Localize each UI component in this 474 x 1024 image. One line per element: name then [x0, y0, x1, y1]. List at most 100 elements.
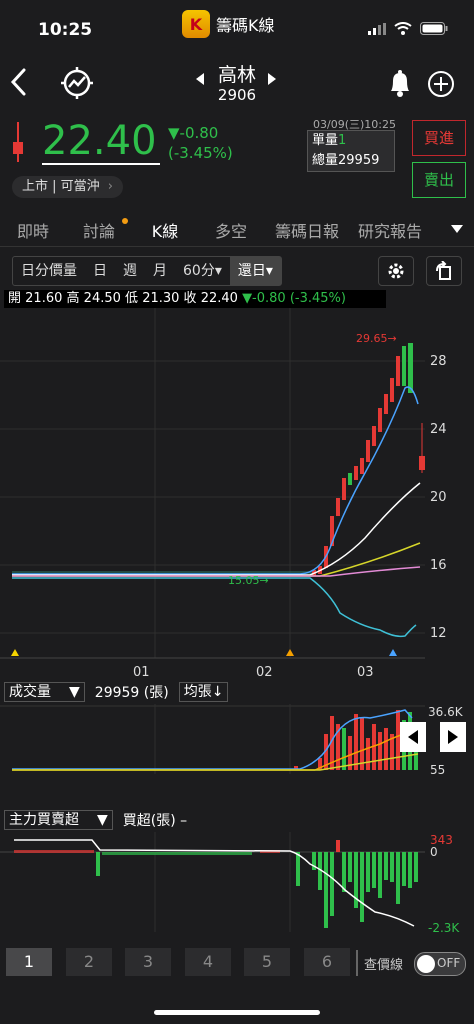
buy-button[interactable]: 買進	[412, 120, 466, 156]
toggle-state: OFF	[437, 956, 461, 970]
chevron-right-icon: ›	[107, 179, 113, 194]
volume-y-bottom: 55	[430, 763, 445, 777]
app-logo-icon: K	[182, 10, 210, 38]
ma20-line	[12, 482, 421, 576]
event-marker-3[interactable]	[389, 649, 397, 656]
stock-name: 高林	[217, 64, 256, 86]
tab-discussion[interactable]: 討論	[66, 210, 132, 246]
low-marker: 15.05→	[228, 574, 269, 587]
wifi-icon	[394, 22, 412, 35]
toggle-knob	[417, 955, 435, 973]
tab-realtime-label: 即時	[16, 222, 49, 241]
next-stock-icon[interactable]	[266, 72, 278, 86]
current-price: 22.40	[42, 118, 157, 164]
candle-icon	[13, 122, 23, 162]
tab-realtime[interactable]: 即時	[0, 210, 66, 246]
y-tick-16: 16	[430, 558, 447, 573]
avg-volume-selector[interactable]: 均張↓	[178, 682, 229, 702]
add-icon[interactable]	[426, 69, 456, 99]
tab-long-short[interactable]: 多空	[198, 210, 264, 246]
trend-circle-icon[interactable]	[60, 66, 94, 100]
caret-down-icon: ▼	[69, 684, 80, 700]
unit-volume: 1	[338, 133, 347, 148]
period-day[interactable]: 日	[93, 263, 107, 279]
volume-header: 成交量 ▼ 29959 (張) 均張↓	[4, 682, 229, 702]
main-force-chart[interactable]: 343 0 -2.3K	[0, 832, 474, 942]
stock-code: 2906	[217, 86, 257, 104]
divider	[356, 950, 358, 976]
status-time: 10:25	[38, 20, 93, 40]
app-title: K 籌碼K線	[182, 10, 275, 38]
page-button-3[interactable]: 3	[125, 948, 171, 976]
triangle-right-icon	[448, 730, 458, 744]
ohlc-bar: 開 21.60 高 24.50 低 21.30 收 22.40 ▼-0.80 (…	[4, 290, 386, 308]
close-value: 22.40	[200, 291, 238, 306]
period-selector: 日分價量 日 週 月 60分▾ 還日▾	[12, 256, 282, 286]
page-button-1[interactable]: 1	[6, 948, 52, 976]
volume-selector[interactable]: 成交量 ▼	[4, 682, 85, 702]
scroll-left-button[interactable]	[400, 722, 426, 752]
page-button-5[interactable]: 5	[244, 948, 290, 976]
home-indicator[interactable]	[154, 1010, 320, 1015]
main-force-bars	[14, 840, 418, 928]
prev-stock-icon[interactable]	[194, 72, 206, 86]
rally-candles	[312, 343, 425, 576]
signal-icon	[368, 22, 386, 35]
high-label: 高	[66, 291, 80, 306]
price-underline	[42, 163, 160, 165]
x-tick-01: 01	[133, 665, 150, 678]
bell-icon[interactable]	[386, 68, 414, 100]
main-force-selector[interactable]: 主力買賣超 ▼	[4, 810, 113, 830]
ohlc-change: ▼-0.80 (-3.45%)	[242, 291, 346, 306]
back-icon[interactable]	[8, 66, 30, 98]
market-tag[interactable]: 上市 | 可當沖 ›	[12, 176, 123, 198]
app-name: 籌碼K線	[216, 16, 275, 35]
period-week[interactable]: 週	[123, 263, 137, 279]
page-button-2[interactable]: 2	[66, 948, 112, 976]
main-force-selector-label: 主力買賣超	[9, 812, 79, 828]
quote-datetime: 03/09(三)10:25	[313, 118, 396, 131]
tab-long-short-label: 多空	[214, 222, 247, 241]
rotate-screen-icon	[436, 261, 451, 280]
kline-chart[interactable]: 29.65→ 15.05→ 28 24 20 16 12 01 02 03	[0, 308, 474, 678]
bottom-bar: 1 2 3 4 5 6 查價線 OFF	[0, 944, 474, 984]
tab-research[interactable]: 研究報告	[350, 210, 444, 246]
volume-selector-label: 成交量	[9, 684, 51, 700]
main-force-y-bottom: -2.3K	[428, 921, 460, 935]
y-tick-20: 20	[430, 490, 447, 505]
system-icons	[368, 22, 448, 35]
ma120-line	[12, 566, 421, 577]
page-button-4[interactable]: 4	[185, 948, 231, 976]
close-label: 收	[183, 291, 197, 306]
tab-chip-daily[interactable]: 籌碼日報	[264, 210, 350, 246]
event-marker-1[interactable]	[11, 649, 19, 656]
settings-button[interactable]	[378, 256, 414, 286]
page-button-6[interactable]: 6	[304, 948, 350, 976]
notification-dot	[122, 218, 128, 224]
main-force-header: 主力買賣超 ▼ 買超(張) –	[4, 810, 187, 830]
tab-kline[interactable]: K線	[132, 210, 198, 246]
tab-kline-label: K線	[151, 222, 179, 241]
scroll-right-button[interactable]	[440, 722, 466, 752]
tab-discussion-label: 討論	[82, 222, 115, 241]
period-intraday[interactable]: 日分價量	[21, 263, 77, 279]
event-marker-2[interactable]	[286, 649, 294, 656]
battery-icon	[420, 22, 448, 35]
gear-icon	[388, 263, 404, 279]
caret-down-icon	[451, 225, 463, 233]
tabs-more-button[interactable]	[440, 210, 474, 246]
main-force-value-label: 買超(張) –	[122, 813, 188, 829]
period-minute[interactable]: 60分▾	[183, 263, 222, 279]
price-line-label: 查價線	[364, 958, 404, 973]
price-line-toggle[interactable]: OFF	[414, 952, 466, 976]
sell-button[interactable]: 賣出	[412, 162, 466, 198]
price-change: ▼-0.80	[168, 124, 219, 142]
period-adjust[interactable]: 還日▾	[229, 257, 281, 285]
ma60-line	[12, 542, 421, 577]
period-month[interactable]: 月	[153, 263, 167, 279]
low-value: 21.30	[142, 291, 180, 306]
triangle-left-icon	[408, 730, 418, 744]
rotate-button[interactable]	[426, 256, 462, 286]
y-tick-28: 28	[430, 354, 447, 369]
main-force-y-zero: 0	[430, 845, 438, 859]
